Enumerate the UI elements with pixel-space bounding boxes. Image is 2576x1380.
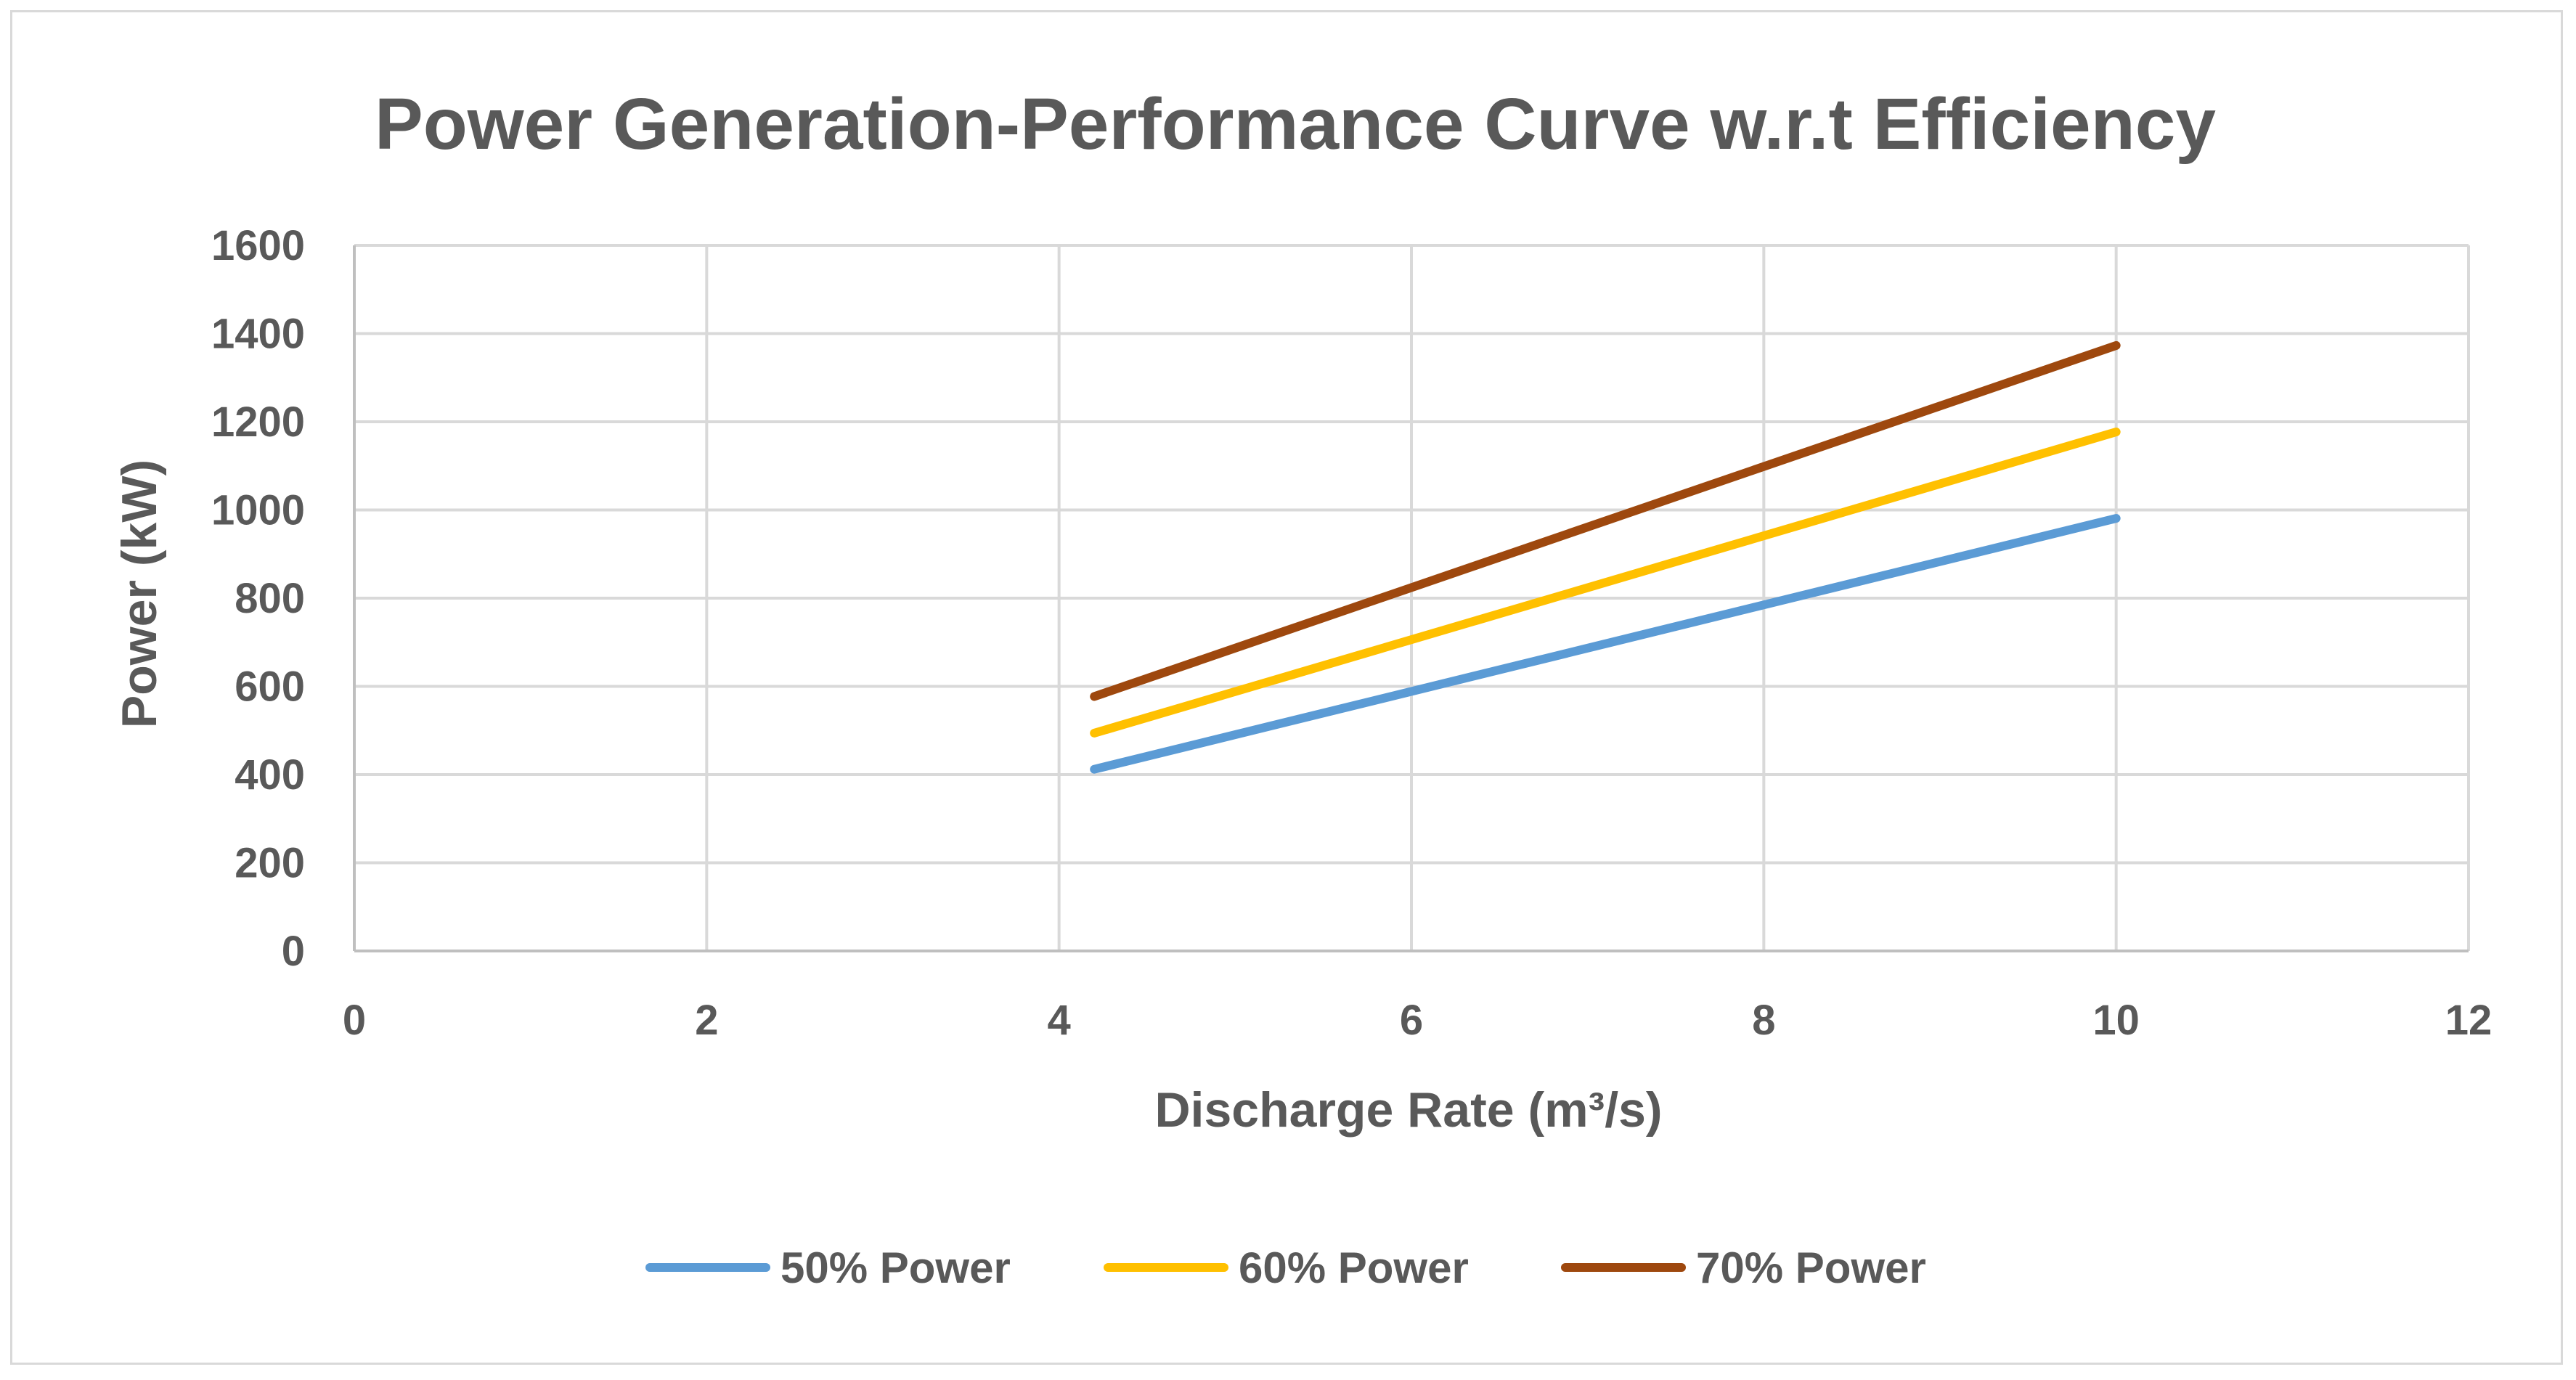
x-tick-label: 10	[2092, 997, 2140, 1044]
legend-label: 60% Power	[1239, 1244, 1469, 1292]
tick-labels: 0 200 400 600 800 1000 1200 1400 1600 0 2 4 6 8 10 12	[211, 222, 2492, 1044]
chart-title: Power Generation-Performance Curve w.r.t…	[375, 83, 2216, 165]
y-axis-title: Power (kW)	[112, 460, 167, 728]
y-tick-label: 1400	[211, 311, 305, 358]
x-tick-label: 4	[1048, 997, 1071, 1044]
x-tick-label: 12	[2445, 997, 2493, 1044]
legend-item: 50% Power	[645, 1244, 1011, 1292]
x-tick-label: 6	[1400, 997, 1423, 1044]
y-tick-label: 600	[235, 664, 305, 711]
legend-label: 70% Power	[1696, 1244, 1926, 1292]
y-tick-label: 200	[235, 840, 305, 887]
x-tick-label: 2	[695, 997, 718, 1044]
x-tick-label: 8	[1752, 997, 1775, 1044]
axes	[353, 245, 2469, 952]
series-line-1	[1090, 514, 2121, 774]
gridlines	[354, 244, 2470, 951]
x-tick-label: 0	[343, 997, 366, 1044]
x-axis-title: Discharge Rate (m³/s)	[1154, 1082, 1662, 1138]
y-tick-label: 800	[235, 575, 305, 622]
y-tick-label: 1600	[211, 222, 305, 269]
series-lines	[1090, 340, 2121, 774]
y-tick-label: 1200	[211, 399, 305, 446]
y-tick-label: 0	[282, 928, 305, 975]
legend-item: 70% Power	[1561, 1244, 1926, 1292]
legend-label: 50% Power	[780, 1244, 1011, 1292]
series-line-3	[1090, 340, 2121, 701]
series-line-2	[1090, 427, 2121, 738]
y-tick-label: 400	[235, 751, 305, 799]
legend-item: 60% Power	[1104, 1244, 1469, 1292]
y-tick-label: 1000	[211, 487, 305, 534]
legend: 50% Power 60% Power 70% Power	[645, 1244, 1926, 1292]
